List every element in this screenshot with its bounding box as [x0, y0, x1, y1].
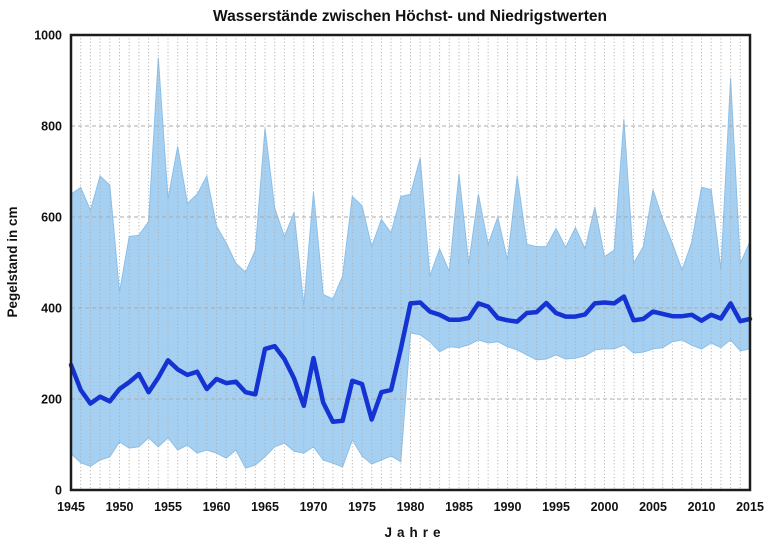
x-tick-label: 1965: [251, 500, 279, 514]
tick-label-layer: 0 200 400 600 800 1000 1945 1950 1955 1960 1965 197…: [34, 29, 764, 515]
x-tick-label: 1975: [348, 500, 376, 514]
mean-line-layer: [68, 294, 753, 425]
x-tick-label: 1970: [300, 500, 328, 514]
x-tick-label: 1995: [542, 500, 570, 514]
x-tick-label: 1960: [203, 500, 231, 514]
x-tick-label: 2015: [736, 500, 764, 514]
y-tick-label: 1000: [34, 29, 62, 43]
x-tick-label: 2000: [591, 500, 619, 514]
x-tick-label: 1985: [445, 500, 473, 514]
y-tick-label: 400: [41, 302, 62, 316]
x-tick-label: 1980: [397, 500, 425, 514]
chart-title: Wasserstände zwischen Höchst- und Niedri…: [213, 8, 607, 25]
plot-frame-layer: [69, 33, 752, 492]
x-tick-label: 1990: [494, 500, 522, 514]
x-tick-label: 1955: [154, 500, 182, 514]
x-tick-label: 1950: [106, 500, 134, 514]
y-tick-label: 0: [55, 484, 62, 498]
y-tick-label: 600: [41, 211, 62, 225]
plot-border: [69, 33, 752, 492]
x-tick-label: 2010: [688, 500, 716, 514]
y-tick-label: 200: [41, 393, 62, 407]
x-tick-label: 2005: [639, 500, 667, 514]
x-axis-title: Jahre: [384, 525, 445, 540]
y-tick-label: 800: [41, 120, 62, 134]
y-axis-title: Pegelstand in cm: [5, 206, 20, 317]
mean-water-level-line: [68, 294, 753, 425]
x-tick-label: 1945: [57, 500, 85, 514]
